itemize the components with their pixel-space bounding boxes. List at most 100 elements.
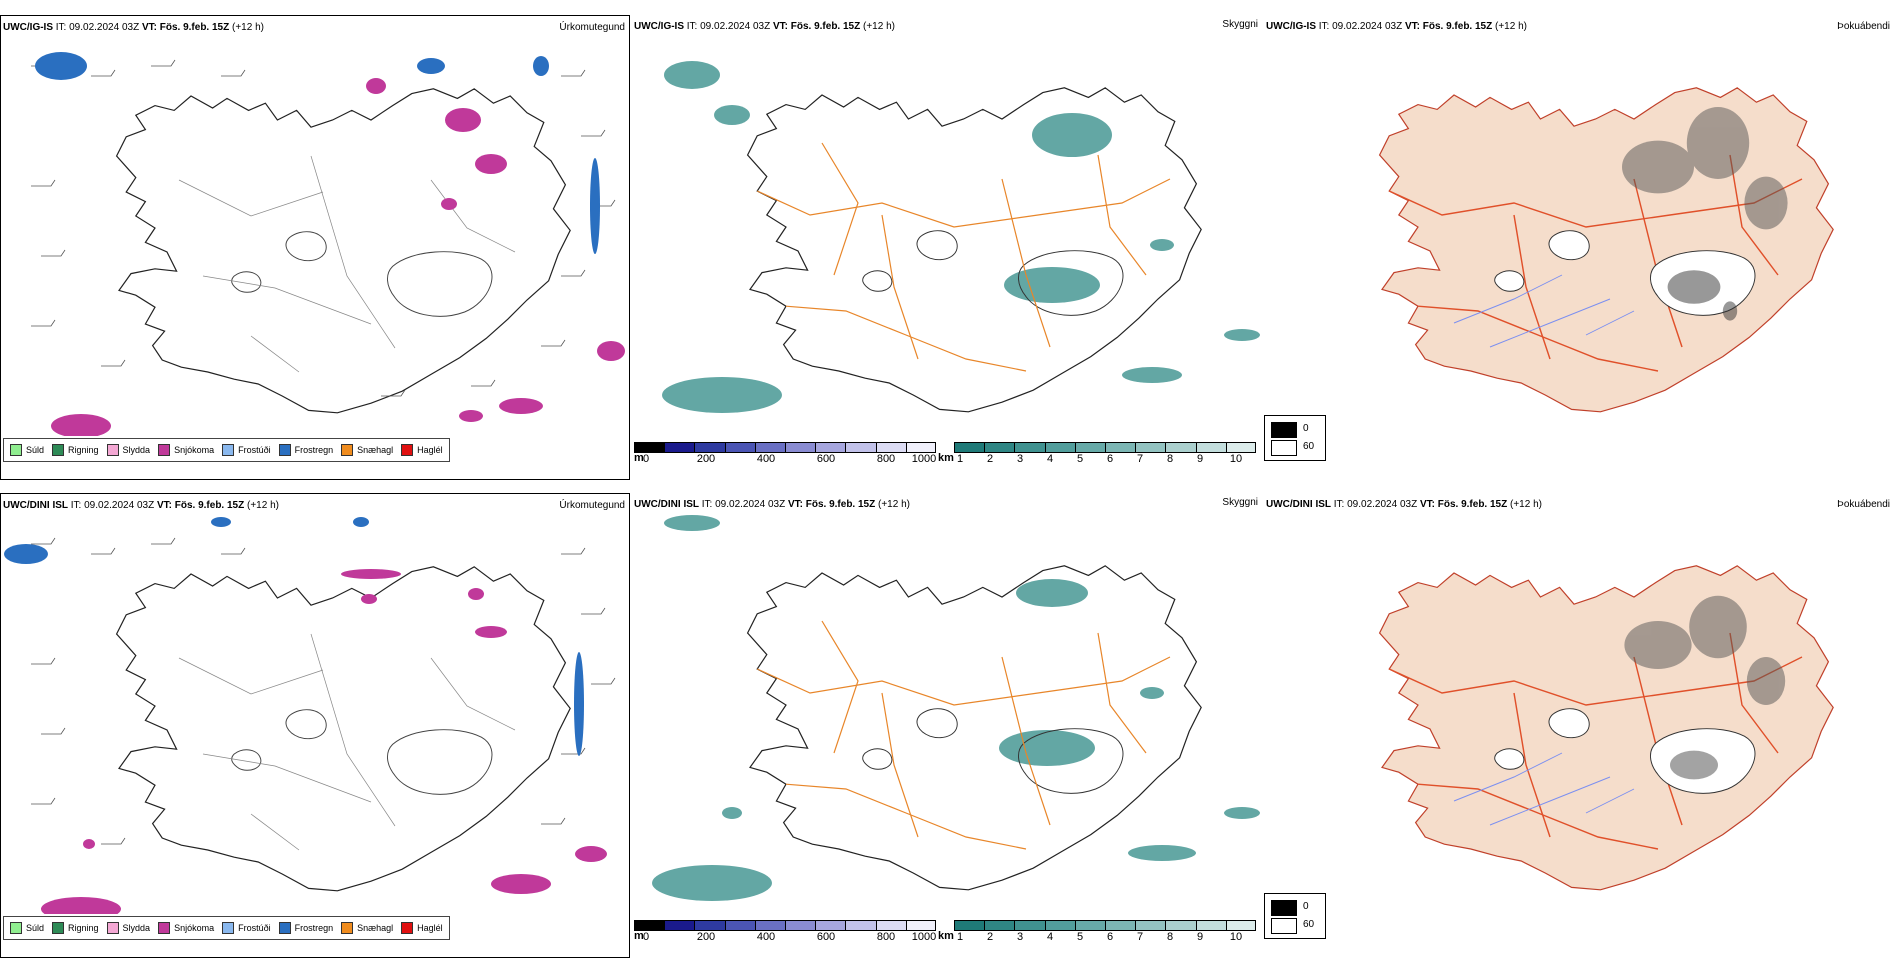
colorbar-step	[1196, 921, 1227, 930]
colorbar-step	[1106, 921, 1137, 930]
snow-areas	[41, 569, 607, 914]
colorbar-step	[755, 921, 787, 930]
freezing-rain-areas	[35, 52, 600, 254]
colorbar-step	[846, 921, 877, 930]
legend-item: Rigning	[52, 444, 99, 456]
colorbar-tick: 8	[1166, 453, 1174, 465]
legend-swatch	[222, 444, 235, 456]
legend-swatch	[341, 444, 354, 456]
ceiling-colorbar: 0 200 400 600 800 1000	[634, 920, 936, 943]
colorbar-tick: 9	[1196, 931, 1204, 943]
colorbar-step	[1136, 443, 1167, 452]
colorbar-step	[846, 443, 877, 452]
colorbar-tick: 0	[642, 931, 650, 943]
panel-precip-type-row2: UWC/DINI ISL IT: 09.02.2024 03Z VT: Fös.…	[0, 493, 630, 958]
legend-item: Frostregn	[278, 922, 333, 934]
colorbar-step	[876, 921, 907, 930]
precip-type-map	[31, 52, 625, 436]
legend-swatch	[10, 922, 22, 934]
colorbar-tick: 3	[1016, 453, 1024, 465]
fog-map	[1378, 87, 1834, 413]
fog-swatch	[1271, 422, 1297, 438]
panel-fog-row2: UWC/DINI ISL IT: 09.02.2024 03Z VT: Fös.…	[1264, 493, 1894, 958]
legend-item: Frostúði	[222, 922, 271, 934]
colorbar-step	[906, 921, 936, 930]
colorbar-step	[725, 921, 756, 930]
colorbar-step	[1166, 921, 1197, 930]
colorbar-tick: 600	[816, 931, 836, 943]
colorbar-step	[1045, 443, 1076, 452]
colorbar-step	[665, 921, 696, 930]
colorbar-tick: 2	[986, 453, 994, 465]
colorbar-tick: 5	[1076, 931, 1084, 943]
colorbar-step	[635, 921, 666, 930]
legend-item: Haglél	[401, 444, 443, 456]
colorbar-step	[695, 921, 726, 930]
legend-item: Slydda	[106, 922, 150, 934]
colorbar-step	[1075, 443, 1107, 452]
legend-item: Súld	[10, 444, 44, 456]
legend-item: Frostúði	[222, 444, 271, 456]
colorbar-tick: 1	[956, 931, 964, 943]
legend-item: Snæhagl	[341, 444, 393, 456]
colorbar-step	[985, 443, 1016, 452]
panel-header: UWC/IG-IS IT: 09.02.2024 03Z VT: Fös. 9.…	[3, 22, 264, 33]
colorbar-step	[1015, 921, 1046, 930]
legend-swatch	[158, 922, 171, 934]
colorbar-tick: 5	[1076, 453, 1084, 465]
legend-swatch	[401, 444, 414, 456]
colorbar-step	[1075, 921, 1107, 930]
colorbar-step	[755, 443, 787, 452]
panel-type-label: Þokuábendi	[1837, 21, 1890, 32]
fog-swatch	[1271, 918, 1297, 934]
colorbar-step	[955, 443, 986, 452]
visibility-colorbar: 1 2 3 4 5 6 7 8 9 10	[954, 442, 1256, 465]
visibility-colorbar: 1 2 3 4 5 6 7 8 9 10	[954, 920, 1256, 943]
colorbar-step	[1136, 921, 1167, 930]
colorbar-step	[1196, 443, 1227, 452]
colorbar-step	[955, 921, 986, 930]
freezing-rain-areas	[4, 517, 584, 756]
colorbar-tick: 7	[1136, 453, 1144, 465]
legend-swatch	[158, 444, 171, 456]
panel-header: UWC/DINI ISL IT: 09.02.2024 03Z VT: Fös.…	[3, 500, 279, 511]
snow-areas	[51, 78, 625, 436]
colorbar-step	[816, 443, 847, 452]
legend-swatch	[278, 922, 291, 934]
legend-item: Rigning	[52, 922, 99, 934]
fog-map	[1378, 565, 1834, 891]
panel-fog-row1: UWC/IG-IS IT: 09.02.2024 03Z VT: Fös. 9.…	[1264, 15, 1894, 480]
legend-swatch	[278, 444, 291, 456]
precip-legend: Súld Rigning Slydda Snjókoma Frostúði Fr…	[3, 916, 450, 940]
colorbar-step	[786, 921, 817, 930]
legend-item: Súld	[10, 922, 44, 934]
fog-swatch	[1271, 900, 1297, 916]
colorbar-tick: 0	[642, 453, 650, 465]
colorbar-tick: 10	[1229, 931, 1243, 943]
legend-swatch	[106, 444, 119, 456]
colorbar-tick: 200	[696, 931, 716, 943]
panel-precip-type-row1: UWC/IG-IS IT: 09.02.2024 03Z VT: Fös. 9.…	[0, 15, 630, 480]
colorbar-tick: 4	[1046, 453, 1054, 465]
panel-type-label: Þokuábendi	[1837, 499, 1890, 510]
colorbar-tick: 9	[1196, 453, 1204, 465]
fog-legend: 0 60	[1264, 415, 1326, 461]
legend-item: Snæhagl	[341, 922, 393, 934]
legend-item: Haglél	[401, 922, 443, 934]
panel-header: UWC/IG-IS IT: 09.02.2024 03Z VT: Fös. 9.…	[1266, 21, 1527, 32]
legend-item: Frostregn	[278, 444, 333, 456]
panel-visibility-row2: UWC/DINI ISL IT: 09.02.2024 03Z VT: Fös.…	[632, 493, 1262, 958]
colorbar-step	[665, 443, 696, 452]
visibility-unit: km	[938, 452, 954, 464]
colorbar-step	[786, 443, 817, 452]
colorbar-tick: 6	[1106, 931, 1114, 943]
ceiling-unit: m	[634, 452, 644, 464]
panel-type-label: Skyggni	[1222, 497, 1258, 508]
colorbar-tick: 800	[876, 931, 896, 943]
fog-swatch	[1271, 440, 1297, 456]
colorbar-tick: 10	[1229, 453, 1243, 465]
visibility-map	[652, 515, 1260, 901]
colorbar-tick: 400	[756, 453, 776, 465]
legend-swatch	[106, 922, 119, 934]
legend-swatch	[52, 922, 65, 934]
